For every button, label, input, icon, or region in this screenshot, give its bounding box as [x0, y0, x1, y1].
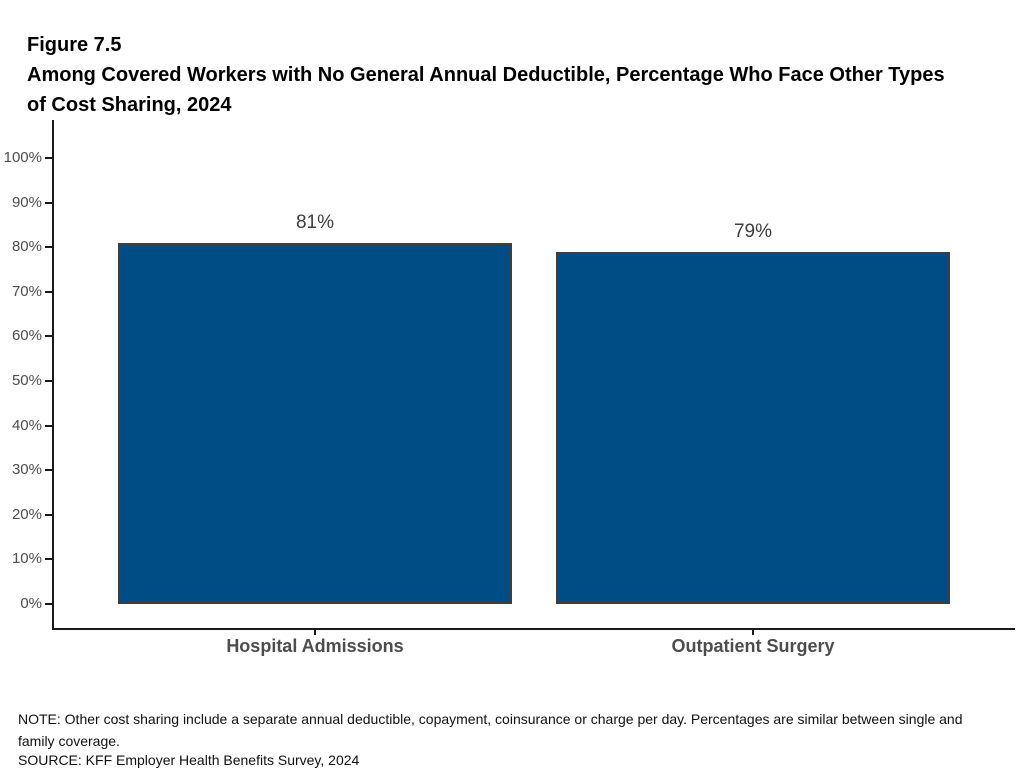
y-axis-tick-label: 70% — [11, 282, 42, 300]
y-axis-tick — [45, 469, 52, 472]
y-axis-tick — [45, 335, 52, 338]
source-text: SOURCE: KFF Employer Health Benefits Sur… — [18, 752, 360, 768]
figure-label: Figure 7.5 — [27, 34, 122, 56]
y-axis-tick-label: 0% — [20, 595, 42, 612]
y-axis-tick-label: 40% — [11, 416, 42, 434]
y-axis-tick-label: 20% — [11, 505, 42, 523]
x-axis-tick-outpatient-surgery — [752, 630, 754, 635]
notes-block: NOTE: Other cost sharing include a separ… — [18, 708, 978, 769]
y-axis-tick-label: 30% — [11, 461, 42, 479]
note-text-line-2: family coverage. — [18, 733, 120, 749]
x-axis-tick-hospital-admissions — [314, 630, 316, 635]
bar-outpatient-surgery — [556, 251, 950, 604]
y-axis-tick — [45, 201, 52, 204]
y-axis-tick — [45, 246, 52, 249]
note-text-line-1: NOTE: Other cost sharing include a separ… — [18, 711, 963, 727]
y-axis — [52, 120, 54, 630]
x-axis-category-label-outpatient-surgery: Outpatient Surgery — [671, 636, 835, 656]
x-axis — [52, 628, 1015, 630]
bar-value-label-hospital-admissions: 81% — [295, 211, 335, 233]
x-axis-category-label-hospital-admissions: Hospital Admissions — [226, 636, 404, 656]
y-axis-tick-label: 100% — [3, 149, 42, 166]
figure-title-line-2: of Cost Sharing, 2024 — [27, 94, 232, 116]
figure-title-line-1: Among Covered Workers with No General An… — [27, 64, 945, 86]
y-axis-tick-label: 10% — [11, 550, 42, 568]
y-axis-tick — [45, 513, 52, 516]
bar-hospital-admissions — [118, 242, 512, 604]
title-block: Figure 7.5 Among Covered Workers with No… — [27, 30, 1017, 120]
y-axis-tick-label: 50% — [11, 372, 42, 389]
y-axis-tick — [45, 558, 52, 561]
y-axis-tick — [45, 603, 52, 605]
y-axis-tick — [45, 157, 52, 159]
y-axis-tick-label: 80% — [11, 238, 42, 256]
y-axis-tick — [45, 380, 52, 382]
bar-value-label-outpatient-surgery: 79% — [733, 220, 773, 242]
y-axis-tick-label: 60% — [11, 327, 42, 345]
y-axis-tick-label: 90% — [11, 193, 42, 211]
y-axis-tick — [45, 290, 52, 293]
y-axis-tick — [45, 424, 52, 427]
